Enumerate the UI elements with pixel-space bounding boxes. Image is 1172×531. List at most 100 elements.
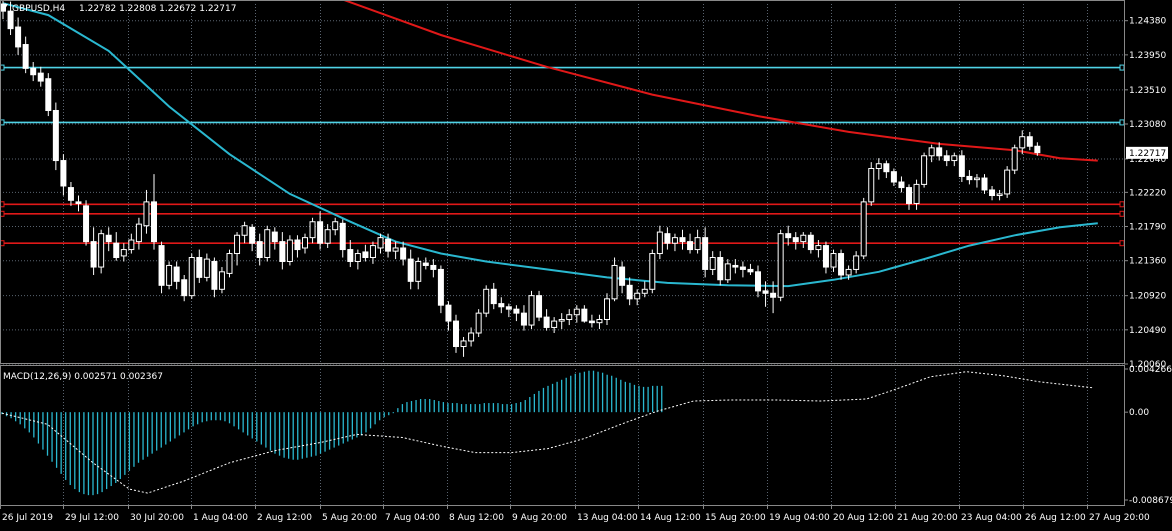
candle-body-up xyxy=(860,201,867,257)
candle-body-up xyxy=(354,253,361,262)
candle-body-up xyxy=(853,255,860,270)
candle-body-down xyxy=(807,234,814,251)
candle xyxy=(845,265,852,280)
candle-body-up xyxy=(241,225,248,236)
level-anchor-right xyxy=(1119,64,1125,71)
x-tick-label: 7 Aug 04:00 xyxy=(385,513,440,523)
candle xyxy=(15,17,22,55)
symbol-dropdown-icon[interactable] xyxy=(2,4,8,9)
macd-y-tick-label: -0.008679 xyxy=(1129,496,1172,506)
candle xyxy=(906,184,912,210)
candle xyxy=(860,197,867,260)
candle-body-down xyxy=(505,306,512,310)
candle-body-down xyxy=(113,242,120,259)
macd-y-tick-label: 0.00 xyxy=(1129,408,1149,418)
level-anchor-left xyxy=(0,210,5,217)
candle-body-down xyxy=(75,201,82,204)
candle-body-down xyxy=(271,231,278,243)
candle xyxy=(800,232,807,248)
candle xyxy=(528,290,535,330)
x-tick-label: 29 Jul 12:00 xyxy=(65,513,119,523)
candle xyxy=(520,305,527,331)
candle-body-down xyxy=(792,237,799,243)
candle xyxy=(830,249,837,272)
candle xyxy=(505,303,512,318)
candle xyxy=(898,176,905,193)
x-tick-label: 19 Aug 04:00 xyxy=(769,513,830,523)
candle-body-down xyxy=(588,320,595,324)
candle xyxy=(22,36,29,74)
candle-body-down xyxy=(536,295,543,318)
candle-body-down xyxy=(67,187,74,201)
candle xyxy=(664,227,671,250)
candle xyxy=(166,261,173,290)
candle-body-down xyxy=(37,72,44,82)
candle xyxy=(566,309,573,326)
candle xyxy=(626,277,633,306)
candle-body-down xyxy=(543,316,550,328)
candle-body-up xyxy=(830,253,837,268)
y-tick-label: 1.22640 xyxy=(1129,155,1166,165)
candle xyxy=(694,229,701,254)
candle xyxy=(83,200,90,246)
candle xyxy=(264,225,271,262)
candle-body-down xyxy=(30,67,37,76)
candle-body-down xyxy=(445,304,452,322)
candle xyxy=(709,251,716,275)
candle xyxy=(151,174,157,250)
candle xyxy=(1034,142,1041,156)
candle-body-up xyxy=(188,257,195,297)
candle xyxy=(400,241,407,266)
candle-body-down xyxy=(407,258,414,282)
candle-body-down xyxy=(989,189,996,197)
candle-body-up xyxy=(558,318,565,322)
candle-body-up xyxy=(973,177,980,181)
candle-body-down xyxy=(739,266,746,270)
candle xyxy=(619,261,626,294)
candle-body-down xyxy=(966,175,973,181)
candle-body-down xyxy=(838,253,845,276)
candle-body-up xyxy=(921,155,928,185)
candle xyxy=(173,261,180,290)
candle-body-up xyxy=(483,288,490,314)
candle-body-up xyxy=(656,231,663,255)
candle xyxy=(770,281,777,314)
x-tick-label: 21 Aug 20:00 xyxy=(897,513,958,523)
candle-body-up xyxy=(724,263,731,281)
candle-body-down xyxy=(943,155,950,162)
candle xyxy=(724,259,731,283)
candle-body-up xyxy=(709,257,716,270)
x-tick-label: 13 Aug 04:00 xyxy=(577,513,638,523)
x-tick-label: 27 Aug 20:00 xyxy=(1089,513,1150,523)
candle xyxy=(739,261,746,278)
candle-body-down xyxy=(513,308,520,314)
candle xyxy=(634,289,641,306)
candle xyxy=(271,227,278,250)
candle xyxy=(309,217,316,244)
candle-body-down xyxy=(279,241,286,262)
candle-body-down xyxy=(1034,145,1041,154)
candle-body-up xyxy=(143,201,150,227)
candle xyxy=(543,309,550,331)
candle-body-up xyxy=(649,253,656,290)
candle xyxy=(354,249,361,270)
x-tick-label: 14 Aug 12:00 xyxy=(640,513,701,523)
candle-body-down xyxy=(498,303,505,308)
candle-body-up xyxy=(815,245,822,251)
candle-body-up xyxy=(845,268,852,276)
candle xyxy=(415,257,422,290)
candle-body-up xyxy=(226,253,233,274)
candle xyxy=(973,174,980,188)
candle-body-down xyxy=(664,233,671,244)
candle xyxy=(98,229,105,274)
candle xyxy=(551,317,558,334)
candle xyxy=(279,232,286,270)
candle-body-down xyxy=(619,266,626,286)
candle xyxy=(513,305,520,322)
candle xyxy=(868,162,875,206)
candle xyxy=(536,290,543,322)
macd-signal-line xyxy=(1,371,1095,494)
y-tick-label: 1.24380 xyxy=(1129,17,1166,27)
candle xyxy=(422,257,429,270)
